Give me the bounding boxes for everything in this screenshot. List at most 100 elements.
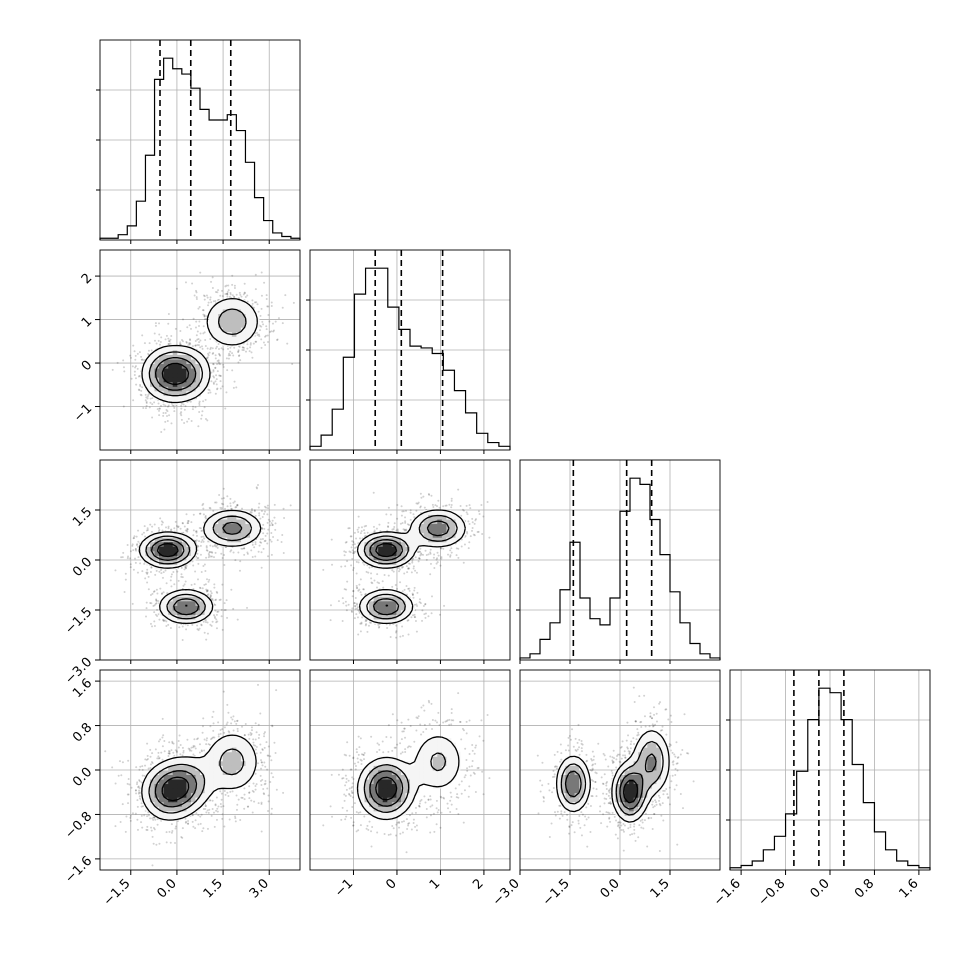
- scatter-point: [355, 751, 358, 754]
- density-cell: [172, 372, 178, 378]
- density-cell: [195, 377, 201, 383]
- scatter-point: [649, 715, 652, 718]
- scatter-point: [166, 592, 169, 595]
- density-cell: [382, 550, 388, 556]
- density-cell: [378, 760, 384, 766]
- scatter-point: [145, 828, 148, 831]
- scatter-point: [199, 822, 202, 825]
- scatter-point: [400, 721, 403, 724]
- scatter-point: [408, 589, 411, 592]
- scatter-point: [652, 724, 655, 727]
- density-cell: [647, 797, 653, 803]
- scatter-point: [603, 802, 606, 805]
- scatter-point: [197, 425, 200, 428]
- density-cell: [204, 596, 210, 602]
- scatter-point: [196, 552, 199, 555]
- scatter-point: [359, 622, 362, 625]
- scatter-point: [437, 499, 440, 502]
- x-tick-label: 1.6: [896, 876, 921, 901]
- density-cell: [450, 765, 456, 771]
- density-cell: [396, 783, 402, 789]
- scatter-point: [455, 796, 458, 799]
- scatter-point: [539, 790, 542, 793]
- density-cell: [382, 760, 388, 766]
- scatter-point: [352, 569, 355, 572]
- scatter-point: [260, 551, 263, 554]
- scatter-point: [254, 748, 257, 751]
- scatter-point: [405, 528, 408, 531]
- density-cell: [583, 788, 589, 794]
- scatter-point: [370, 845, 373, 848]
- scatter-point: [340, 565, 343, 568]
- contour-line: [150, 521, 243, 616]
- scatter-point: [184, 567, 187, 570]
- scatter-point: [169, 626, 172, 629]
- scatter-point: [203, 331, 206, 334]
- scatter-point: [198, 320, 201, 323]
- scatter-point: [428, 493, 431, 496]
- scatter-point: [428, 723, 431, 726]
- density-cell: [373, 605, 379, 611]
- scatter-point: [401, 522, 404, 525]
- scatter-point: [191, 814, 194, 817]
- density-cell: [172, 532, 178, 538]
- scatter-point: [376, 581, 379, 584]
- density-cell: [382, 546, 388, 552]
- scatter-point: [270, 304, 273, 307]
- density-cell: [651, 788, 657, 794]
- scatter-point: [145, 400, 148, 403]
- density-cell: [245, 756, 251, 762]
- density-cell: [642, 747, 648, 753]
- density-cell: [154, 532, 160, 538]
- scatter-point: [468, 785, 471, 788]
- density-cell: [629, 765, 635, 771]
- density-cell: [190, 779, 196, 785]
- scatter-point: [665, 733, 668, 736]
- scatter-point: [114, 825, 117, 828]
- density-cell: [172, 395, 178, 401]
- density-cell: [163, 372, 169, 378]
- scatter-point: [177, 820, 180, 823]
- density-cell: [428, 756, 434, 762]
- scatter-point: [422, 495, 425, 498]
- density-cell: [455, 528, 461, 534]
- scatter-point: [210, 738, 213, 741]
- scatter-point: [385, 735, 388, 738]
- contour-line: [161, 362, 190, 385]
- density-cell: [195, 614, 201, 620]
- density-cell: [227, 309, 233, 315]
- scatter-point: [264, 765, 267, 768]
- scatter-point: [235, 293, 238, 296]
- scatter-point: [136, 367, 139, 370]
- density-cell: [231, 779, 237, 785]
- scatter-point: [472, 533, 475, 536]
- scatter-point: [206, 578, 209, 581]
- density-cell: [181, 779, 187, 785]
- density-cell: [163, 564, 169, 570]
- density-cell: [660, 747, 666, 753]
- scatter-point: [608, 817, 611, 820]
- scatter-point: [205, 546, 208, 549]
- density-cell: [177, 354, 183, 360]
- density-cell: [369, 605, 375, 611]
- scatter-point: [203, 749, 206, 752]
- scatter-point: [192, 588, 195, 591]
- scatter-point: [393, 522, 396, 525]
- scatter-point: [412, 818, 415, 821]
- density-cell: [391, 546, 397, 552]
- density-cell: [177, 797, 183, 803]
- density-cell: [150, 774, 155, 780]
- density-cell: [391, 619, 397, 625]
- scatter-point: [466, 769, 469, 772]
- density-cell: [446, 774, 452, 780]
- density-cell: [414, 765, 420, 771]
- density-cell: [186, 806, 192, 812]
- scatter-point: [389, 833, 392, 836]
- density-cell: [378, 605, 384, 611]
- scatter-point: [138, 768, 141, 771]
- density-cell: [190, 541, 196, 547]
- scatter-point: [619, 821, 622, 824]
- scatter-point: [355, 810, 358, 813]
- density-cell: [163, 810, 169, 816]
- scatter-point: [159, 738, 162, 741]
